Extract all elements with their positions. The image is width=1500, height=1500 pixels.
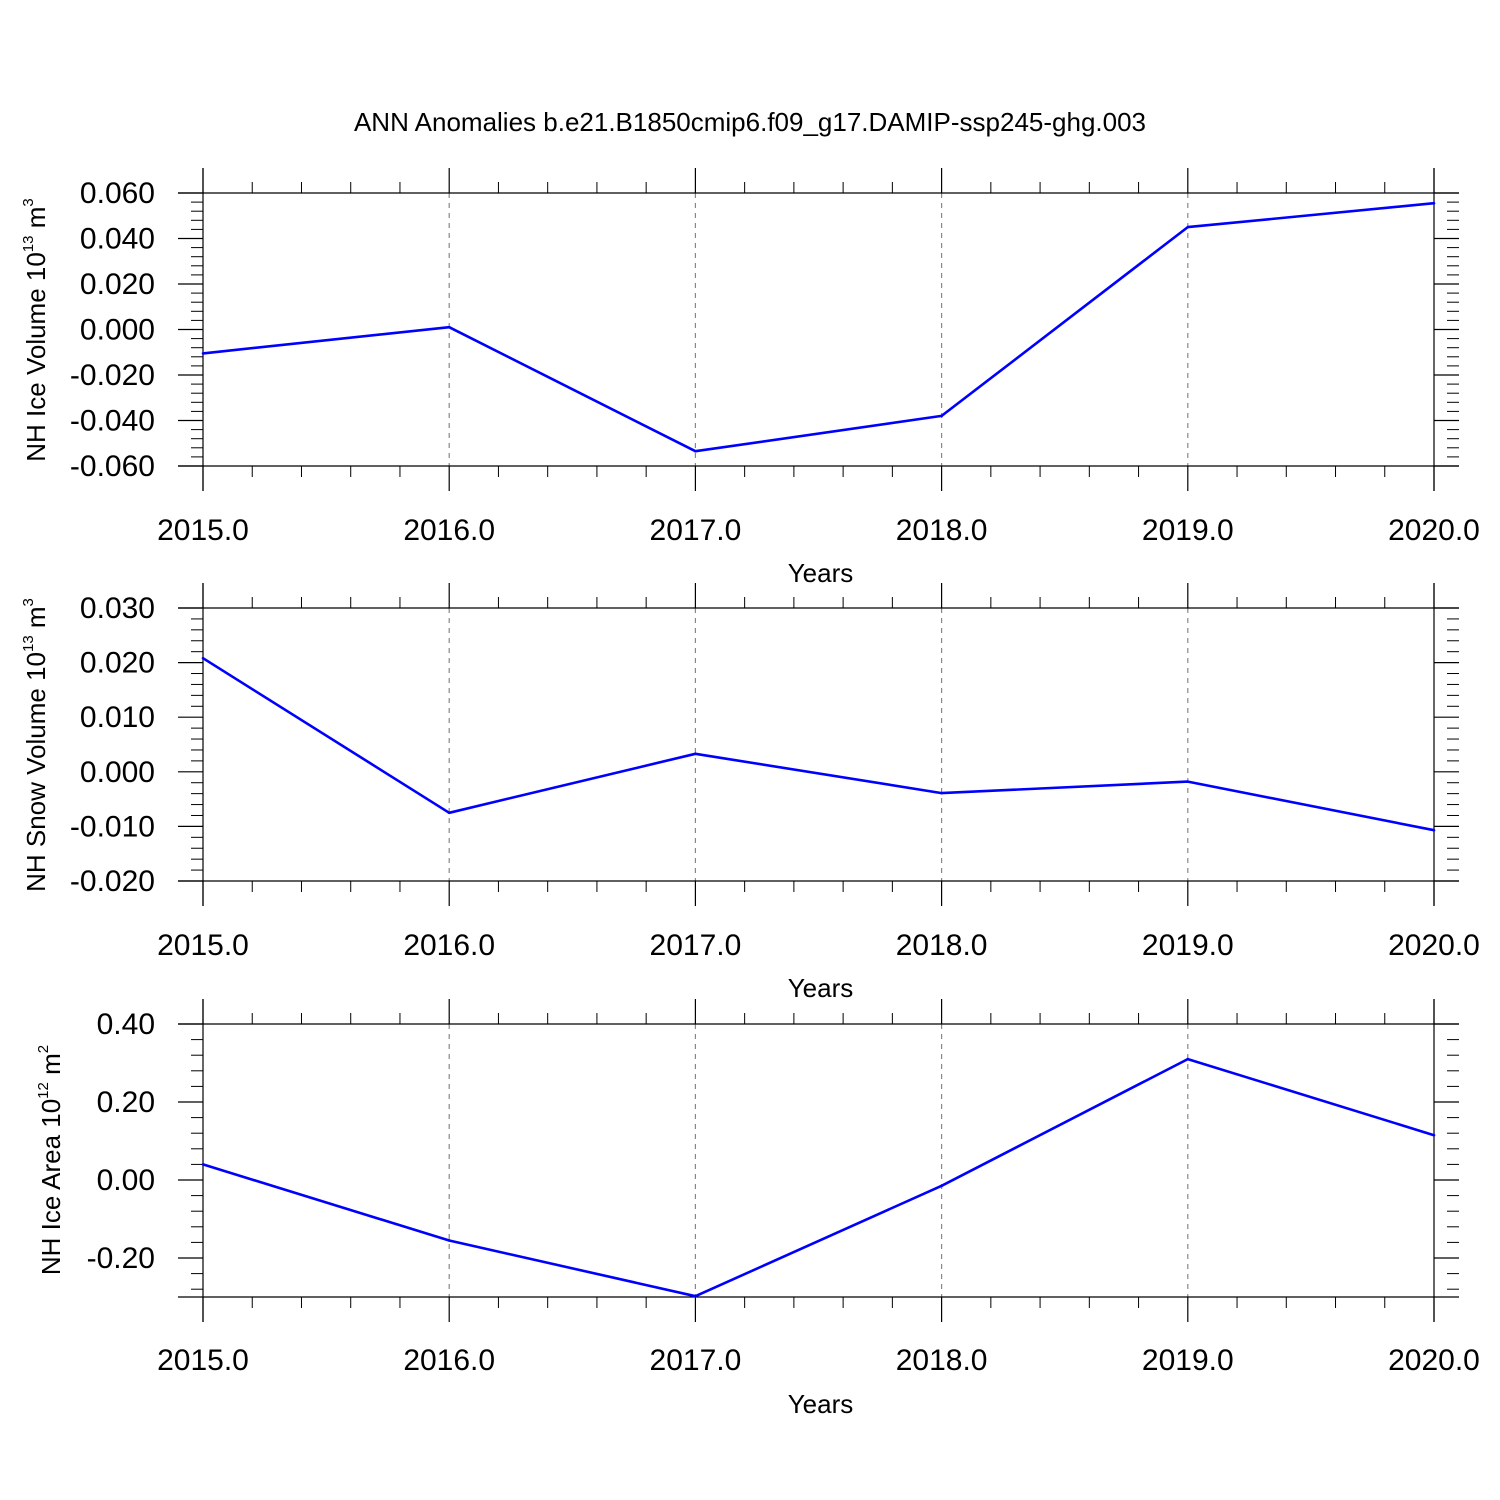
series-line xyxy=(202,657,1435,832)
y-tick-label: 0.20 xyxy=(97,1086,155,1119)
x-tick-label: 2020.0 xyxy=(1388,929,1480,962)
x-tick-label: 2019.0 xyxy=(1142,514,1234,547)
x-tick-label: 2019.0 xyxy=(1142,1344,1234,1377)
data-point xyxy=(1186,225,1190,229)
chart-panel: 2015.0 2016.0 2017.0 2018.0 2019.0 2020.0 0.40… xyxy=(35,999,1480,1419)
x-tick-label: 2018.0 xyxy=(896,929,988,962)
x-tick-label: 2015.0 xyxy=(157,929,249,962)
x-tick-label: 2015.0 xyxy=(157,514,249,547)
y-axis-label: NH Snow Volume 1013 m3 xyxy=(20,598,51,892)
x-tick-label: 2017.0 xyxy=(650,1344,742,1377)
data-point xyxy=(447,325,451,329)
x-tick-label: 2016.0 xyxy=(403,929,495,962)
y-tick-label: -0.060 xyxy=(70,450,155,483)
data-point xyxy=(694,752,697,756)
y-axis-label: NH Ice Area 1012 m2 xyxy=(35,1045,66,1275)
y-tick-label: -0.20 xyxy=(87,1242,155,1275)
chart-panel: 2015.0 2016.0 2017.0 2018.0 2019.0 2020.0 0.03… xyxy=(20,583,1480,1003)
y-tick-label: -0.010 xyxy=(70,810,155,843)
x-tick-label: 2016.0 xyxy=(403,514,495,547)
x-tick-label: 2015.0 xyxy=(157,1344,249,1377)
y-tick-label: 0.040 xyxy=(80,223,155,256)
data-point xyxy=(447,1239,451,1242)
chart-panel: 2015.0 2016.0 2017.0 2018.0 2019.0 2020.0 0.06… xyxy=(20,168,1480,588)
y-tick-label: 0.020 xyxy=(80,268,155,301)
x-tick-label: 2019.0 xyxy=(1142,929,1234,962)
y-tick-label: 0.40 xyxy=(97,1008,155,1041)
data-point xyxy=(940,414,943,418)
y-tick-label: 0.00 xyxy=(97,1164,155,1197)
y-axis-label: NH Ice Volume 1013 m3 xyxy=(20,198,51,461)
data-point xyxy=(1432,201,1436,205)
y-tick-label: 0.010 xyxy=(80,701,155,734)
y-tick-label: 0.000 xyxy=(80,756,155,789)
y-tick-label: -0.040 xyxy=(70,405,155,438)
data-point xyxy=(201,352,205,355)
chart-title: ANN Anomalies b.e21.B1850cmip6.f09_g17.D… xyxy=(354,107,1146,137)
data-point xyxy=(694,449,697,453)
data-point xyxy=(1432,828,1436,832)
data-point xyxy=(940,1184,943,1188)
data-point xyxy=(1432,1133,1436,1137)
y-tick-label: 0.000 xyxy=(80,314,155,347)
x-tick-label: 2017.0 xyxy=(650,514,742,547)
x-tick-label: 2020.0 xyxy=(1388,1344,1480,1377)
y-tick-label: -0.020 xyxy=(70,359,155,392)
data-point xyxy=(940,791,943,795)
data-point xyxy=(201,1163,205,1166)
y-tick-label: -0.020 xyxy=(70,865,155,898)
x-tick-label: 2017.0 xyxy=(650,929,742,962)
x-axis-label: Years xyxy=(788,973,854,1003)
x-tick-label: 2016.0 xyxy=(403,1344,495,1377)
x-axis-label: Years xyxy=(788,558,854,588)
y-tick-label: 0.060 xyxy=(80,177,155,210)
series-line xyxy=(202,1057,1435,1298)
data-point xyxy=(201,656,205,660)
data-point xyxy=(1186,1057,1190,1061)
data-point xyxy=(694,1294,697,1298)
x-tick-label: 2018.0 xyxy=(896,1344,988,1377)
data-point xyxy=(1186,780,1190,783)
series-line xyxy=(202,201,1435,453)
y-tick-label: 0.020 xyxy=(80,647,155,680)
x-tick-label: 2018.0 xyxy=(896,514,988,547)
data-point xyxy=(447,811,451,815)
x-axis-label: Years xyxy=(788,1389,854,1419)
y-tick-label: 0.030 xyxy=(80,592,155,625)
x-tick-label: 2020.0 xyxy=(1388,514,1480,547)
